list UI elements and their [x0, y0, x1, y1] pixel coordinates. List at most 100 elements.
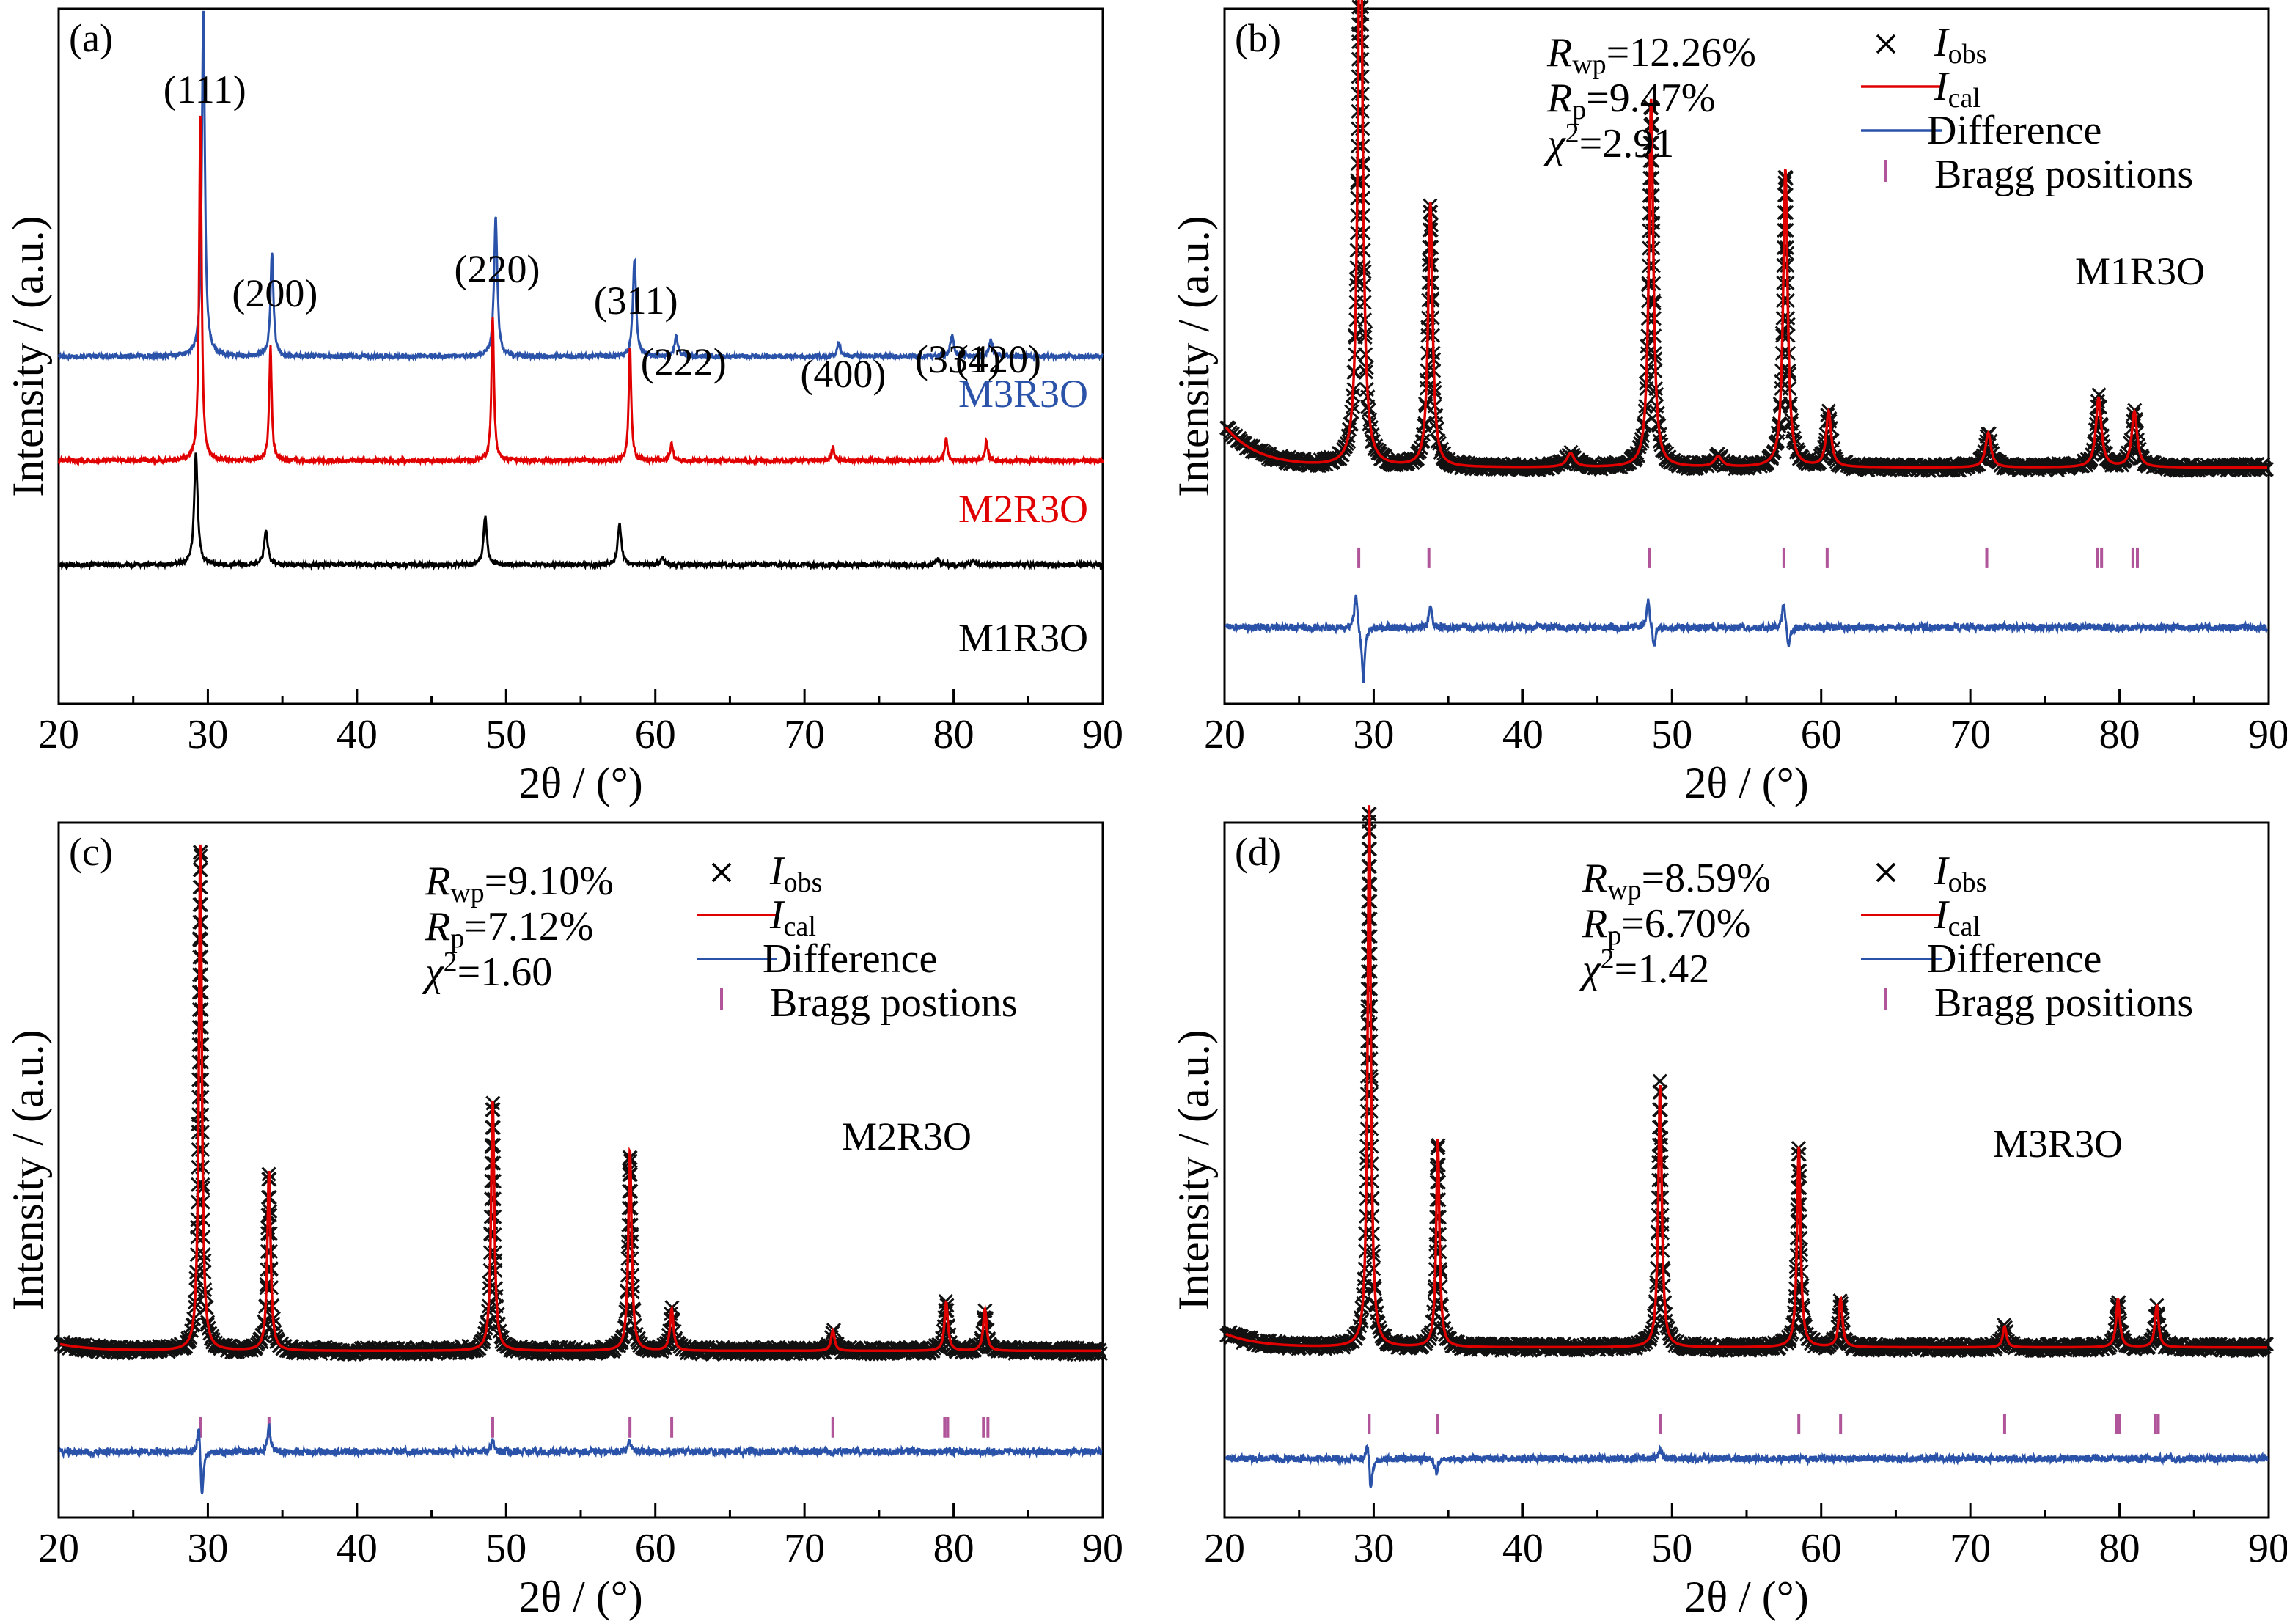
- legend-obs-label: Iobs: [1934, 848, 1986, 898]
- x-tick-label: 80: [2099, 712, 2140, 757]
- x-tick-label: 40: [337, 712, 378, 757]
- legend-obs-label: Iobs: [1934, 20, 1986, 70]
- x-axis-ticks: 20 30 40 50 60 70 80 90: [38, 689, 1123, 757]
- x-tick-label: 70: [1950, 1526, 1991, 1571]
- x-tick-label: 20: [1204, 712, 1245, 757]
- sample-label: M2R3O: [842, 1114, 972, 1158]
- panel-a: 20 30 40 50 60 70 80 90 2θ / (°) Intensity / (a.u…: [4, 7, 1123, 807]
- refinement-statistics: Rwp=9.10%Rp=7.12%χ2=1.60: [422, 859, 614, 995]
- refinement-statistics: Rwp=12.26%Rp=9.47%χ2=2.91: [1543, 30, 1756, 166]
- x-tick-label: 60: [635, 1526, 676, 1571]
- x-tick-label: 60: [1801, 1526, 1842, 1571]
- x-axis-title: 2θ / (°): [1684, 1573, 1808, 1621]
- legend-diff-label: Difference: [1927, 108, 2101, 153]
- legend-obs-marker: [1876, 34, 1896, 54]
- panel-letter: (d): [1235, 830, 1281, 874]
- peak-label: (111): [164, 67, 246, 111]
- series-line-m1r3o: [57, 452, 1104, 572]
- x-tick-label: 90: [1082, 1526, 1123, 1571]
- difference-line: [1225, 1444, 2269, 1488]
- y-axis-title: Intensity / (a.u.): [4, 216, 52, 496]
- panel-c: 20 30 40 50 60 70 80 90 2θ / (°) Intensity / (a.u…: [4, 821, 1123, 1621]
- x-tick-label: 30: [187, 712, 228, 757]
- stat-rp: Rp=6.70%: [1582, 901, 1750, 951]
- calculated-intensity-line: [1225, 805, 2267, 1349]
- bragg-position-ticks: [1368, 1414, 2160, 1435]
- stat-chi2: χ2=1.60: [422, 947, 552, 995]
- peak-label: (222): [641, 340, 727, 384]
- x-tick-label: 60: [635, 712, 676, 757]
- x-tick-label: 50: [1651, 1526, 1692, 1571]
- x-tick-label: 30: [1353, 712, 1394, 757]
- x-tick-label: 80: [933, 1526, 974, 1571]
- sample-label: M1R3O: [2075, 249, 2205, 293]
- bragg-position-ticks: [1357, 547, 2139, 568]
- x-tick-label: 50: [1651, 712, 1692, 757]
- legend-obs-marker: [711, 862, 732, 883]
- difference-line: [59, 1422, 1103, 1495]
- x-tick-label: 90: [2248, 712, 2287, 757]
- legend-cal-label: Ical: [1934, 64, 1981, 114]
- legend-obs-label: Iobs: [769, 848, 822, 898]
- peak-label: (311): [594, 279, 678, 323]
- x-tick-label: 70: [784, 712, 825, 757]
- peak-label: (331): [915, 337, 1001, 381]
- panel-letter: (b): [1235, 16, 1281, 60]
- legend-cal-label: Ical: [1934, 892, 1981, 942]
- legend-bragg-label: Bragg positions: [1934, 980, 2193, 1026]
- x-tick-label: 70: [784, 1526, 825, 1571]
- legend-obs-marker: [1876, 862, 1896, 883]
- x-tick-label: 40: [337, 1526, 378, 1571]
- panel-b: 20 30 40 50 60 70 80 90 2θ / (°) Intensity / (a.u…: [1170, 0, 2287, 807]
- peak-label: (400): [800, 352, 886, 396]
- x-tick-label: 20: [1204, 1526, 1245, 1571]
- legend-diff-label: Difference: [1927, 936, 2101, 982]
- stat-chi2: χ2=1.42: [1579, 944, 1709, 992]
- sample-label: M3R3O: [1993, 1122, 2123, 1166]
- stat-rwp: Rwp=9.10%: [425, 859, 614, 908]
- panel-letter: (a): [69, 16, 113, 60]
- x-tick-label: 20: [38, 1526, 79, 1571]
- y-axis-title: Intensity / (a.u.): [4, 1029, 52, 1310]
- refinement-statistics: Rwp=8.59%Rp=6.70%χ2=1.42: [1579, 856, 1771, 992]
- x-tick-label: 40: [1502, 712, 1543, 757]
- x-axis-title: 2θ / (°): [1684, 759, 1808, 807]
- y-axis-title: Intensity / (a.u.): [1170, 1029, 1218, 1310]
- stat-chi2: χ2=2.91: [1543, 118, 1674, 166]
- x-axis-ticks: 20 30 40 50 60 70 80 90: [1204, 1503, 2287, 1571]
- x-tick-label: 60: [1801, 712, 1842, 757]
- stat-rwp: Rwp=8.59%: [1582, 856, 1771, 905]
- x-axis-ticks: 20 30 40 50 60 70 80 90: [1204, 689, 2287, 757]
- peak-label: (200): [232, 271, 317, 315]
- bragg-position-ticks: [199, 1417, 990, 1438]
- legend-diff-label: Difference: [763, 936, 937, 982]
- x-tick-label: 20: [38, 712, 79, 757]
- x-tick-label: 80: [933, 712, 974, 757]
- series-line-m2r3o: [57, 115, 1104, 467]
- x-tick-label: 50: [485, 712, 526, 757]
- x-tick-label: 30: [1353, 1526, 1394, 1571]
- x-tick-label: 80: [2099, 1526, 2140, 1571]
- panel-d: 20 30 40 50 60 70 80 90 2θ / (°) Intensity / (a.u…: [1170, 805, 2287, 1621]
- calculated-intensity-line: [59, 844, 1101, 1353]
- calculated-intensity-line: [1225, 0, 2267, 469]
- stat-rp: Rp=7.12%: [425, 904, 593, 954]
- x-axis-ticks: 20 30 40 50 60 70 80 90: [38, 1503, 1123, 1571]
- panel-letter: (c): [69, 830, 113, 874]
- series-label-m3r3o: M3R3O: [958, 372, 1088, 416]
- x-tick-label: 30: [187, 1526, 228, 1571]
- x-tick-label: 90: [1082, 712, 1123, 757]
- y-axis-title: Intensity / (a.u.): [1170, 216, 1218, 496]
- peak-label: (420): [955, 337, 1041, 381]
- legend-bragg-label: Bragg postions: [770, 980, 1018, 1026]
- stat-rwp: Rwp=12.26%: [1546, 30, 1756, 80]
- legend-bragg-label: Bragg positions: [1934, 152, 2193, 197]
- difference-line: [1225, 594, 2269, 683]
- peak-label: (220): [455, 247, 540, 291]
- series-line-m3r3o: [57, 10, 1104, 363]
- x-axis-title: 2θ / (°): [518, 1573, 642, 1621]
- stat-rp: Rp=9.47%: [1546, 76, 1715, 125]
